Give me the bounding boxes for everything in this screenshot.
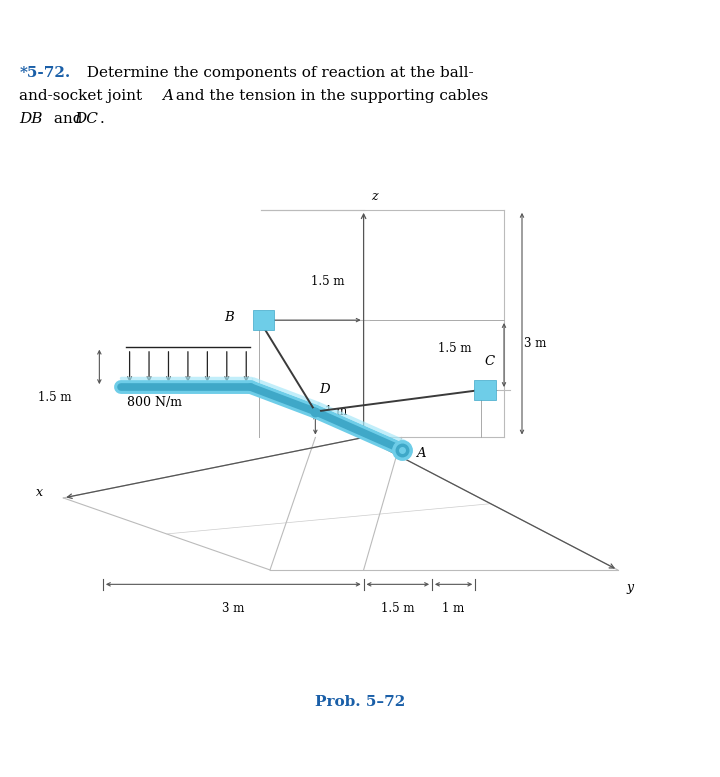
Text: 1.5 m: 1.5 m — [381, 602, 415, 615]
Text: 1.5 m: 1.5 m — [311, 275, 345, 288]
Text: A: A — [416, 447, 426, 460]
Polygon shape — [474, 380, 496, 400]
Text: C: C — [485, 355, 495, 368]
Text: A: A — [162, 89, 173, 103]
Text: 1 m: 1 m — [325, 405, 348, 418]
Text: y: y — [626, 581, 634, 594]
Text: x: x — [36, 486, 43, 500]
Text: and: and — [49, 112, 87, 126]
Text: DB: DB — [19, 112, 43, 126]
Text: and-socket joint: and-socket joint — [19, 89, 148, 103]
Text: B: B — [224, 312, 234, 325]
Text: 1.5 m: 1.5 m — [38, 391, 72, 403]
Text: Determine the components of reaction at the ball-: Determine the components of reaction at … — [77, 66, 474, 80]
Polygon shape — [253, 310, 274, 330]
Text: D: D — [320, 383, 330, 395]
Text: 1 m: 1 m — [443, 602, 464, 615]
Text: *5-72.: *5-72. — [19, 66, 71, 80]
Text: z: z — [371, 190, 377, 203]
Text: 1.5 m: 1.5 m — [438, 342, 472, 354]
Text: .: . — [99, 112, 104, 126]
Text: 3 m: 3 m — [222, 602, 245, 615]
Text: 3 m: 3 m — [524, 337, 546, 350]
Text: DC: DC — [74, 112, 98, 126]
Text: Prob. 5–72: Prob. 5–72 — [315, 695, 405, 709]
Text: and the tension in the supporting cables: and the tension in the supporting cables — [171, 89, 489, 103]
Text: 800 N/m: 800 N/m — [127, 395, 182, 409]
